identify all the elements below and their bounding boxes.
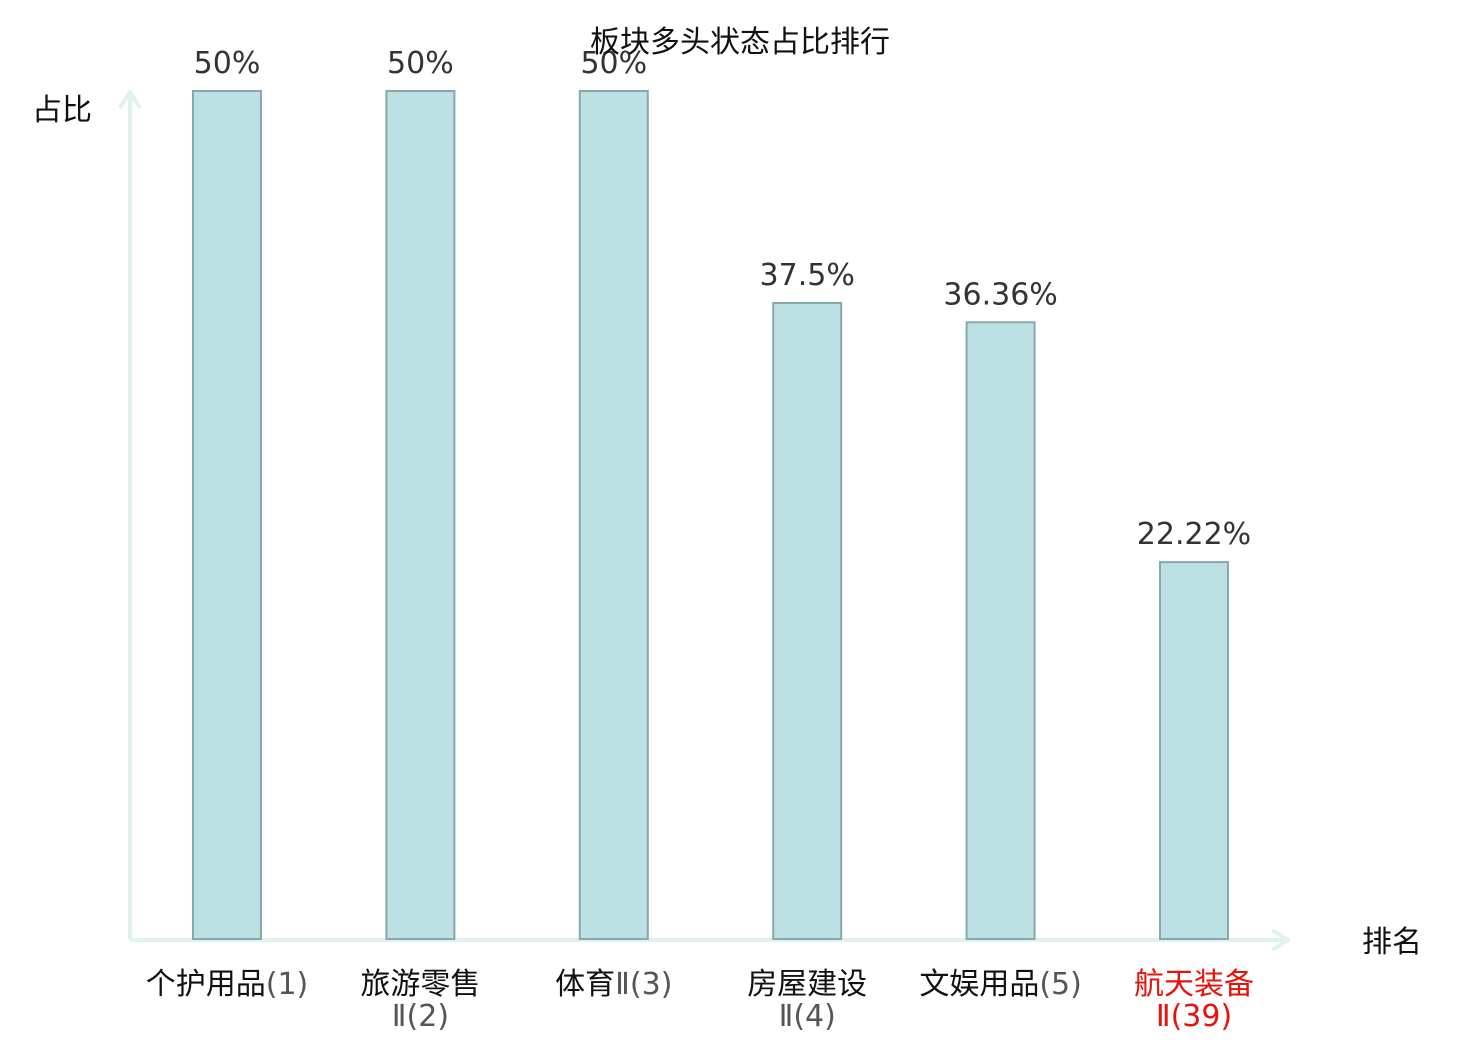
bar-5 (965, 321, 1036, 940)
chart-title: 板块多头状态占比排行 (590, 25, 890, 60)
x-tick-label-2: 旅游零售 Ⅱ(2) (360, 967, 480, 1034)
y-axis-arrow (118, 90, 142, 110)
x-tick-rank: Ⅱ(39) (1156, 999, 1232, 1034)
bar-3 (578, 90, 649, 940)
value-label-6: 22.22% (1137, 517, 1251, 552)
x-axis-arrow (1270, 928, 1290, 952)
x-tick-name: 体育 (555, 967, 615, 1002)
x-tick-rank: Ⅱ(3) (615, 967, 672, 1002)
axes (118, 90, 1290, 952)
x-tick-labels: 个护用品(1) 旅游零售 Ⅱ(2) 体育Ⅱ(3) 房屋建设 Ⅱ(4) 文娱用品(5) 航天装备… (146, 967, 1254, 1034)
x-tick-label-4: 房屋建设 Ⅱ(4) (747, 967, 867, 1034)
bar-6 (1159, 561, 1229, 940)
x-tick-name: 旅游零售 (360, 967, 480, 1002)
x-tick-name: 个护用品 (146, 967, 266, 1002)
x-tick-label-5: 文娱用品(5) (919, 967, 1082, 1002)
x-axis-label: 排名 (1362, 925, 1422, 960)
value-label-5: 36.36% (943, 277, 1057, 312)
value-label-2: 50% (387, 46, 454, 81)
bar-2 (385, 90, 456, 940)
bar-4 (772, 302, 843, 940)
x-tick-label-1: 个护用品(1) (146, 967, 309, 1002)
x-tick-rank: Ⅱ(2) (392, 999, 449, 1034)
x-tick-rank: Ⅱ(4) (779, 999, 836, 1034)
bars (192, 90, 1229, 940)
value-label-4: 37.5% (760, 258, 855, 293)
value-labels: 50% 50% 50% 37.5% 36.36% 22.22% (194, 46, 1252, 552)
x-tick-label-6: 航天装备 Ⅱ(39) (1134, 967, 1254, 1034)
x-tick-name: 文娱用品 (919, 967, 1039, 1002)
x-tick-label-3: 体育Ⅱ(3) (555, 967, 672, 1002)
y-axis-label: 占比 (32, 93, 92, 128)
value-label-1: 50% (194, 46, 261, 81)
x-tick-rank: (1) (266, 967, 309, 1002)
bar-1 (192, 90, 262, 940)
x-tick-name: 房屋建设 (747, 967, 867, 1002)
x-tick-rank: (5) (1039, 967, 1082, 1002)
value-label-3: 50% (580, 46, 647, 81)
x-tick-name: 航天装备 (1134, 967, 1254, 1002)
